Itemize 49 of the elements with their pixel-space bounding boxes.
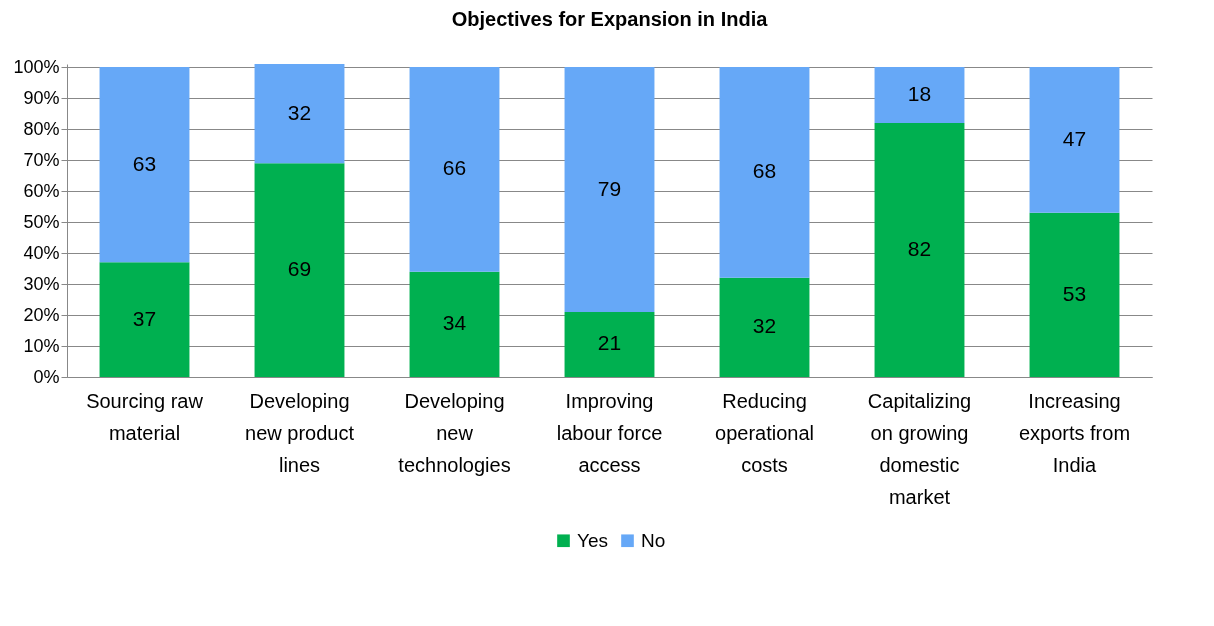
x-tick-label: Improving labour force access (556, 389, 663, 476)
x-tick-label: Developing new technologies (398, 389, 511, 476)
y-tick-label: 80% (23, 118, 60, 139)
data-label: 32 (287, 100, 312, 124)
x-tick-label: Reducing operational costs (715, 389, 814, 476)
bar (874, 122, 965, 377)
bar (1029, 212, 1120, 377)
x-tick-label: Increasing exports from India (1018, 389, 1131, 476)
y-tick-label: 0% (33, 366, 60, 387)
data-label: 32 (752, 314, 777, 338)
data-label: 69 (287, 257, 312, 281)
data-label: 53 (1062, 281, 1087, 305)
legend-label: Yes (577, 529, 608, 551)
bar (564, 311, 655, 377)
y-tick-label: 90% (23, 87, 60, 108)
bar (99, 262, 190, 377)
x-tick-label: Capitalizing on growing domestic market (867, 389, 972, 508)
data-label: 82 (907, 236, 932, 260)
bar (254, 163, 345, 377)
x-tick-label: Sourcing raw material (86, 389, 204, 444)
y-tick-label: 60% (23, 180, 60, 201)
y-tick-label: 20% (23, 304, 60, 325)
data-label: 63 (132, 151, 157, 175)
y-tick-label: 40% (23, 242, 60, 263)
bar (254, 64, 345, 164)
y-tick-label: 10% (23, 335, 60, 356)
chart-title: Objectives for Expansion in India (451, 8, 769, 31)
y-tick-label: 70% (23, 149, 60, 170)
data-label: 66 (442, 156, 467, 180)
bar (719, 277, 810, 377)
data-label: 79 (597, 176, 622, 200)
bar (99, 67, 190, 263)
x-tick-label: Developing new product lines (245, 389, 355, 476)
legend-label: No (641, 529, 666, 551)
y-tick-label: 50% (23, 211, 60, 232)
bar (874, 67, 965, 123)
bar (409, 271, 500, 377)
data-label: 37 (132, 306, 157, 330)
data-label: 18 (907, 81, 932, 105)
y-tick-label: 100% (13, 56, 60, 77)
data-label: 34 (442, 311, 467, 335)
bar (1029, 67, 1120, 213)
data-label: 47 (1062, 126, 1087, 150)
bar (409, 67, 500, 272)
y-tick-label: 30% (23, 273, 60, 294)
data-label: 21 (597, 331, 622, 355)
data-label: 68 (752, 159, 777, 183)
bar (719, 67, 810, 278)
bar (564, 67, 655, 312)
